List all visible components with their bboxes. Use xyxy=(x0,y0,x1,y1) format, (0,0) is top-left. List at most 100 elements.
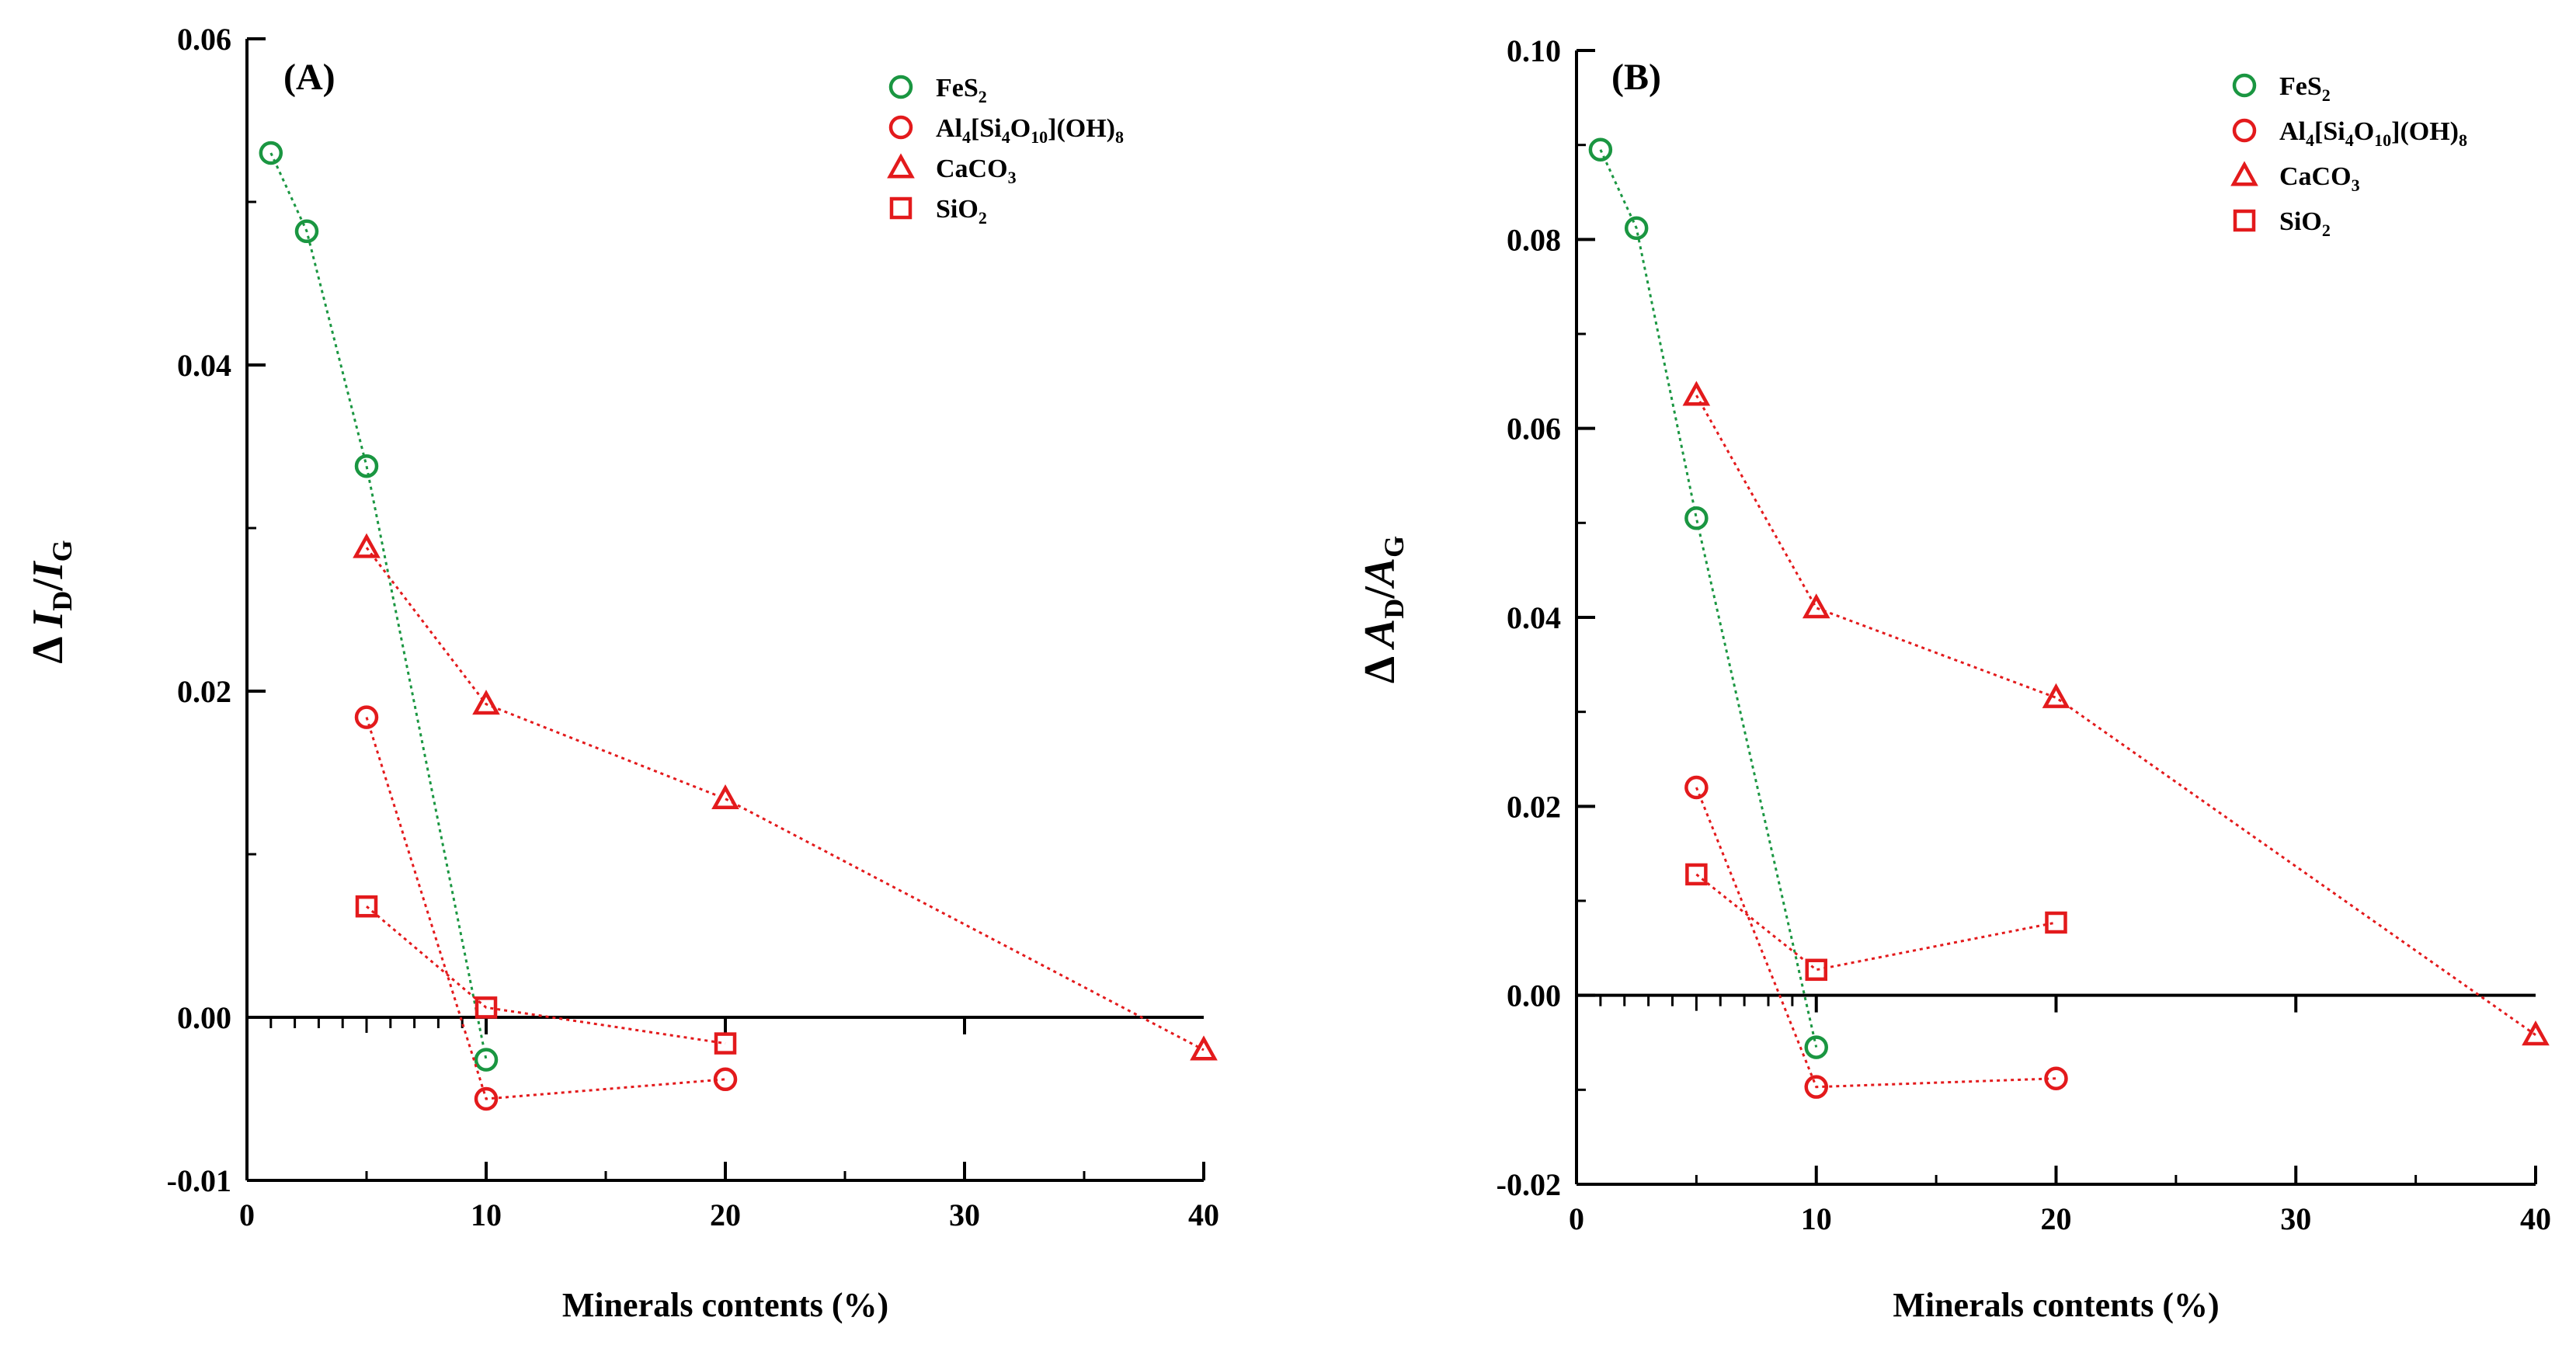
panel-a-y-tick-label-0p06: 0.06 xyxy=(177,22,231,57)
legend-subscript: 8 xyxy=(2459,130,2467,150)
panel-b-x-tick-label-0: 0 xyxy=(1569,1201,1584,1236)
panel-b-kaolinite-point-5 xyxy=(1684,775,1709,800)
panel-b-sio2-point-5 xyxy=(1685,863,1708,886)
panel-b-y-tick-label-neg0p02: -0.02 xyxy=(1497,1167,1561,1202)
legend-subscript: 3 xyxy=(1008,168,1017,187)
panel-b-legend-marker-sio2 xyxy=(2233,209,2256,232)
panel-a-y-tick-label-0p02: 0.02 xyxy=(177,674,231,709)
panel-b-y-axis-title: Δ AD/AG xyxy=(1356,536,1410,683)
y-title-numerator: I xyxy=(24,610,72,629)
panel-b-series-sio2 xyxy=(1685,863,2067,982)
legend-subscript: 3 xyxy=(2352,176,2360,195)
panel-b-y-tick-label-0p04: 0.04 xyxy=(1507,600,1561,635)
legend-subscript: 2 xyxy=(979,208,987,228)
panel-a-series-kaolinite xyxy=(354,705,738,1111)
panel-b-legend-marker-kaolinite xyxy=(2232,118,2257,143)
panel-a-fes2-point-10 xyxy=(474,1048,499,1072)
panel-a-caco3-point-40 xyxy=(1190,1035,1218,1061)
panel-b-y-tick-label-0p08: 0.08 xyxy=(1507,222,1561,257)
panel-a-legend-marker-kaolinite xyxy=(888,115,913,140)
legend-text-part: CaCO xyxy=(936,155,1008,183)
y-title-numerator: A xyxy=(1356,619,1404,650)
y-title-denominator-sub: G xyxy=(1378,536,1410,558)
panel-b-fes2-point-10 xyxy=(1804,1035,1828,1059)
y-title-slash: / xyxy=(1356,586,1404,600)
panel-b-sio2-point-20 xyxy=(2045,911,2067,934)
panel-a-y-tick-label-neg0p01: -0.01 xyxy=(167,1163,231,1198)
panel-a-series-sio2 xyxy=(355,895,737,1055)
panel-a-fes2-point-2.5 xyxy=(294,219,319,244)
panel-a-kaolinite-point-5 xyxy=(354,705,379,729)
panel-a-legend-marker-fes2 xyxy=(888,75,913,99)
legend-subscript: 8 xyxy=(1115,127,1124,147)
panel-b-legend-label-caco3: CaCO3​ xyxy=(2279,162,2360,195)
panel-b-caco3-point-40 xyxy=(2522,1020,2550,1046)
panel-a-x-tick-label-0: 0 xyxy=(239,1197,255,1232)
panel-b-series-fes2-line xyxy=(1599,149,1818,1048)
panel-a-legend-label-caco3: CaCO3​ xyxy=(936,155,1017,187)
legend-text-part: [Si xyxy=(2314,117,2345,146)
y-title-denominator: I xyxy=(24,560,72,579)
panel-b-legend-label-fes2: FeS2​ xyxy=(2279,72,2331,105)
panel-b-legend-marker-caco3 xyxy=(2230,161,2258,186)
panel-b-series-fes2 xyxy=(1588,137,1828,1059)
panel-a-caco3-point-20 xyxy=(711,784,739,810)
panel-a-y-axis-title: Δ ID/IG xyxy=(24,540,78,663)
panel-a-legend-marker-caco3 xyxy=(887,153,915,179)
panel-a-series-fes2 xyxy=(259,141,499,1072)
y-title-numerator-sub: D xyxy=(47,591,78,611)
panel-a-legend-marker-sio2 xyxy=(889,196,913,220)
legend-subscript: 4 xyxy=(2306,130,2314,150)
legend-text-part: SiO xyxy=(2279,207,2322,236)
legend-text-part: CaCO xyxy=(2279,162,2352,191)
panel-a-legend-label-fes2: FeS2​ xyxy=(936,74,987,106)
panel-b-legend: FeS2​ Al4​[Si4​O10​](OH)8​ CaCO3​ SiO2​ xyxy=(2230,72,2467,240)
panel-b-kaolinite-point-20 xyxy=(2044,1066,2068,1090)
panel-a-plot: -0.01 0.00 0.02 0.04 0.06 0 10 20 30 40 Minerals c… xyxy=(24,22,1219,1324)
panel-b-legend-label-sio2: SiO2​ xyxy=(2279,207,2331,240)
y-title-delta: Δ xyxy=(1356,648,1404,683)
panel-a-caco3-point-10 xyxy=(472,690,500,715)
y-title-delta: Δ xyxy=(24,628,72,664)
panel-b-series-caco3-line xyxy=(1695,394,2536,1036)
panel-b-kaolinite-point-10 xyxy=(1804,1075,1828,1099)
panel-a-kaolinite-point-20 xyxy=(713,1067,738,1092)
panel-a-series-sio2-line xyxy=(366,905,726,1045)
panel-a-caco3-point-5 xyxy=(353,533,381,558)
legend-text-part: Al xyxy=(936,114,962,143)
panel-a-x-axis-title: Minerals contents (%) xyxy=(562,1286,888,1324)
panel-a-x-tick-label-30: 30 xyxy=(949,1197,980,1232)
legend-subscript: 10 xyxy=(2374,130,2391,150)
panel-b-fes2-point-2.5 xyxy=(1624,216,1649,240)
panel-a-fes2-point-1 xyxy=(259,141,283,165)
legend-subscript: 4 xyxy=(962,127,971,147)
panel-b-sio2-point-10 xyxy=(1805,958,1827,982)
y-title-denominator-sub: G xyxy=(47,540,78,561)
panel-b-x-axis-title: Minerals contents (%) xyxy=(1893,1286,2219,1324)
panel-b-legend-label-kaolinite: Al4​[Si4​O10​](OH)8​ xyxy=(2279,117,2467,150)
panel-b-label: (B) xyxy=(1611,57,1661,98)
panel-b-x-tick-label-40: 40 xyxy=(2520,1201,2551,1236)
panel-b-caco3-point-10 xyxy=(1802,593,1830,619)
panel-b-caco3-point-20 xyxy=(2042,683,2070,708)
panel-b-fes2-point-5 xyxy=(1684,506,1709,530)
legend-text-part: [Si xyxy=(971,114,1002,143)
panel-a-fes2-point-5 xyxy=(354,454,379,478)
panel-b-y-tick-label-0p02: 0.02 xyxy=(1507,789,1561,824)
legend-subscript: 10 xyxy=(1031,127,1048,147)
y-title-denominator: A xyxy=(1356,558,1404,589)
panel-b-x-tick-label-30: 30 xyxy=(2280,1201,2311,1236)
panel-b-series-sio2-line xyxy=(1695,873,2056,971)
panel-b-fes2-point-1 xyxy=(1588,137,1613,162)
panel-a-series-caco3 xyxy=(353,533,1218,1061)
panel-a-x-tick-label-20: 20 xyxy=(710,1197,741,1232)
y-title-numerator-sub: D xyxy=(1378,599,1410,619)
panel-a-series-kaolinite-line xyxy=(365,717,726,1100)
legend-subscript: 2 xyxy=(2322,221,2331,240)
panel-b-y-tick-label-0: 0.00 xyxy=(1507,978,1561,1013)
panel-a-sio2-point-5 xyxy=(355,895,378,918)
panel-a-y-tick-label-0: 0.00 xyxy=(177,1000,231,1035)
legend-text-part: ](OH) xyxy=(2391,117,2459,146)
legend-subscript: 4 xyxy=(2345,130,2354,150)
